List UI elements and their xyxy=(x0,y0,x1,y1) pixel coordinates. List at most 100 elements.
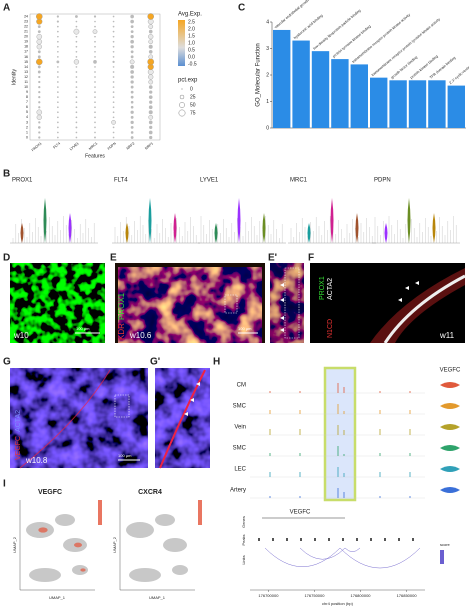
peak-box xyxy=(370,538,372,541)
violin xyxy=(307,223,311,243)
dot xyxy=(130,125,134,129)
dot xyxy=(130,131,134,134)
dot xyxy=(148,114,154,120)
dot xyxy=(94,50,96,53)
x-axis-label: chr4 position (bp) xyxy=(322,601,354,606)
panel-label: I xyxy=(3,479,6,490)
dot xyxy=(147,58,155,66)
dot xyxy=(112,40,115,43)
dot xyxy=(37,25,41,29)
dot xyxy=(94,121,96,124)
dot xyxy=(75,20,78,23)
score-bar xyxy=(440,550,444,564)
dot xyxy=(148,54,154,60)
track-label: Genes xyxy=(241,516,246,528)
dot xyxy=(148,74,154,80)
dot xyxy=(36,38,43,45)
track-label: SMC xyxy=(233,404,247,410)
dot xyxy=(38,101,41,104)
x-tick-label: PROX1 xyxy=(31,141,43,152)
dot xyxy=(147,13,154,20)
cluster xyxy=(129,568,161,582)
dot xyxy=(38,131,41,134)
dot xyxy=(56,20,59,23)
dot xyxy=(37,65,41,69)
y-axis-label: GO_Molecular Function xyxy=(256,43,262,106)
dot xyxy=(112,55,115,58)
scale-text: 100 µm xyxy=(118,453,132,458)
dot xyxy=(75,136,78,139)
cluster xyxy=(155,514,175,526)
y-tick-label: 1 xyxy=(266,99,269,105)
cluster xyxy=(126,522,154,538)
y-tick-label: 14 xyxy=(24,65,28,69)
dot xyxy=(38,91,41,94)
y-tick-label: 22 xyxy=(24,25,28,29)
dot xyxy=(36,33,43,40)
dot xyxy=(94,35,96,38)
color-bar xyxy=(178,20,185,66)
dot xyxy=(94,76,96,78)
violin xyxy=(43,198,47,243)
dot xyxy=(75,121,78,124)
dot xyxy=(75,81,78,83)
dot xyxy=(94,66,96,68)
peak-box xyxy=(328,538,330,541)
y-tick-label: 24 xyxy=(24,14,28,18)
dot xyxy=(37,50,41,54)
dot xyxy=(92,29,98,34)
dot xyxy=(38,136,41,139)
dot xyxy=(57,55,59,58)
y-tick-label: 1 xyxy=(26,130,28,134)
panel-label: G xyxy=(3,357,11,368)
dot xyxy=(148,120,153,125)
gene-title: MRC1 xyxy=(290,178,308,184)
legend-tick: 0.5 xyxy=(188,47,195,53)
dot xyxy=(147,69,154,75)
violin xyxy=(407,198,411,243)
dot xyxy=(148,39,154,45)
y-tick-label: 5 xyxy=(26,110,28,114)
dot xyxy=(130,75,134,79)
dot xyxy=(75,66,78,68)
dot xyxy=(57,25,59,28)
y-axis-label: Identity xyxy=(11,68,17,85)
dot xyxy=(37,30,41,34)
violin xyxy=(237,198,241,243)
dot xyxy=(130,115,134,119)
dot xyxy=(112,20,115,23)
peak-box xyxy=(258,538,260,541)
inset-box xyxy=(284,267,300,339)
panel-label: H xyxy=(213,357,220,368)
y-tick-label: 10 xyxy=(24,85,28,89)
dot xyxy=(75,101,78,104)
vessel xyxy=(19,369,111,469)
dot xyxy=(130,55,134,59)
dot xyxy=(94,71,96,73)
arrowheads xyxy=(398,281,419,302)
dot xyxy=(130,105,134,109)
y-tick-label: 19 xyxy=(24,40,28,44)
stain: KDR xyxy=(117,323,126,340)
gene-header: VEGFC xyxy=(440,368,461,374)
dot xyxy=(75,35,78,38)
violin xyxy=(384,223,388,243)
violin xyxy=(330,198,334,243)
dot xyxy=(94,111,96,114)
micrograph xyxy=(118,267,262,343)
dot xyxy=(94,101,96,104)
dot xyxy=(112,30,115,33)
legend-dot xyxy=(181,88,183,90)
dot xyxy=(112,45,115,48)
legend-tick: 50 xyxy=(190,102,196,108)
bar xyxy=(273,29,291,129)
panel-label: D xyxy=(3,253,10,264)
dot xyxy=(94,131,96,134)
cluster xyxy=(163,538,187,552)
dot xyxy=(94,116,96,119)
dot xyxy=(57,30,59,33)
dot xyxy=(130,14,134,19)
legend-title: pct.exp xyxy=(178,78,198,84)
dot xyxy=(75,96,78,99)
dot xyxy=(36,114,42,120)
